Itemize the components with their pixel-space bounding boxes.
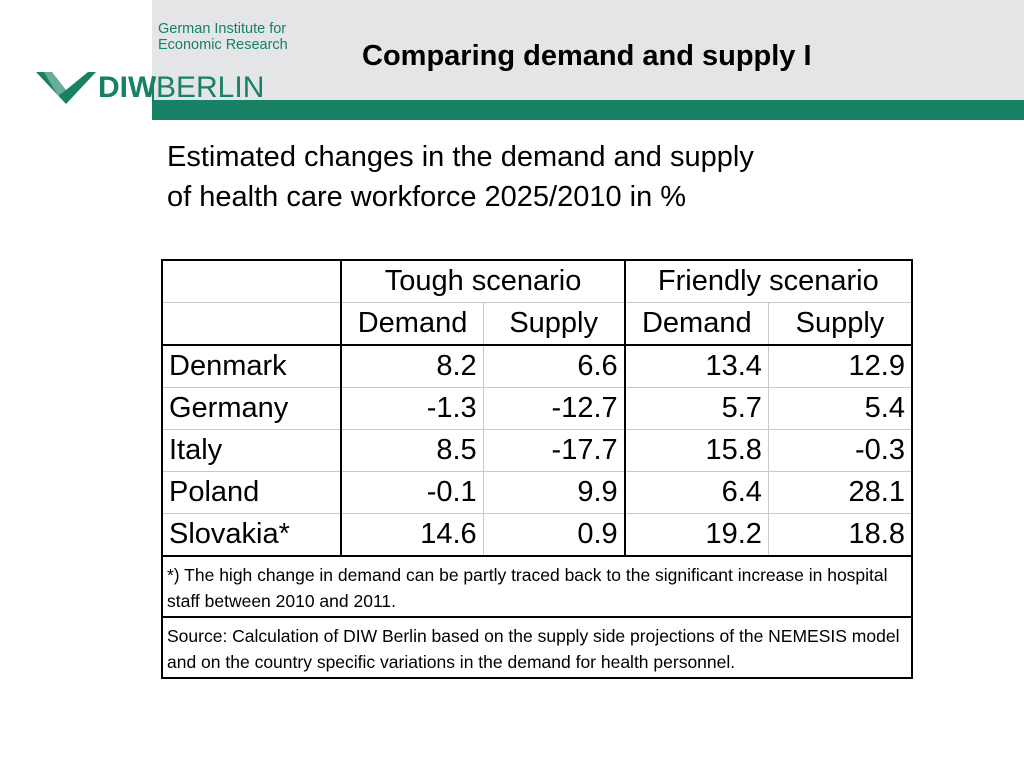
value-cell: 28.1 xyxy=(767,471,913,514)
institute-name-line1: German Institute for xyxy=(158,21,287,37)
value-cell: 13.4 xyxy=(624,344,769,388)
col-header-tough-demand: Demand xyxy=(340,302,484,346)
table-row: Italy 8.5 -17.7 15.8 -0.3 xyxy=(161,429,913,472)
value-cell: -0.1 xyxy=(340,471,484,514)
value-cell: 5.7 xyxy=(624,387,769,430)
col-header-friendly-supply: Supply xyxy=(767,302,913,346)
value-cell: 5.4 xyxy=(767,387,913,430)
logo-area xyxy=(0,0,152,120)
table-row: Denmark 8.2 6.6 13.4 12.9 xyxy=(161,344,913,388)
institute-name-line2: Economic Research xyxy=(158,37,288,53)
institute-name: German Institute for Economic Research xyxy=(158,21,288,53)
group-header-friendly: Friendly scenario xyxy=(624,259,913,303)
value-cell: -0.3 xyxy=(767,429,913,472)
value-cell: -17.7 xyxy=(482,429,626,472)
subtitle-line1: Estimated changes in the demand and supp… xyxy=(167,141,754,173)
value-cell: 18.8 xyxy=(767,513,913,557)
country-cell: Italy xyxy=(161,429,343,472)
group-header-tough: Tough scenario xyxy=(340,259,626,303)
value-cell: 9.9 xyxy=(482,471,626,514)
value-cell: 14.6 xyxy=(340,513,484,557)
diw-logo: DIW BERLIN xyxy=(36,70,264,106)
diw-check-icon xyxy=(36,72,96,104)
title-band xyxy=(152,0,1024,100)
logo-divider xyxy=(152,76,154,106)
logo-diw-text: DIW xyxy=(98,71,157,104)
value-cell: 6.4 xyxy=(624,471,769,514)
value-cell: 0.9 xyxy=(482,513,626,557)
col-header-tough-supply: Supply xyxy=(482,302,626,346)
table-row: Poland -0.1 9.9 6.4 28.1 xyxy=(161,471,913,514)
table-row: Slovakia* 14.6 0.9 19.2 18.8 xyxy=(161,513,913,557)
value-cell: 8.2 xyxy=(340,344,484,388)
corner-cell xyxy=(161,302,343,346)
table-row: Germany -1.3 -12.7 5.7 5.4 xyxy=(161,387,913,430)
value-cell: 19.2 xyxy=(624,513,769,557)
value-cell: 12.9 xyxy=(767,344,913,388)
value-cell: 6.6 xyxy=(482,344,626,388)
table-source-note: Source: Calculation of DIW Berlin based … xyxy=(161,616,913,679)
col-header-friendly-demand: Demand xyxy=(624,302,769,346)
logo-berlin-text: BERLIN xyxy=(156,71,265,104)
corner-cell xyxy=(161,259,343,303)
country-cell: Denmark xyxy=(161,344,343,388)
country-cell: Germany xyxy=(161,387,343,430)
value-cell: -1.3 xyxy=(340,387,484,430)
country-cell: Poland xyxy=(161,471,343,514)
country-cell: Slovakia* xyxy=(161,513,343,557)
accent-bar xyxy=(152,100,1024,120)
slide-title: Comparing demand and supply I xyxy=(362,40,812,72)
table-footnote: *) The high change in demand can be part… xyxy=(161,555,913,618)
value-cell: 8.5 xyxy=(340,429,484,472)
value-cell: -12.7 xyxy=(482,387,626,430)
workforce-table: Tough scenario Friendly scenario Demand … xyxy=(161,259,913,679)
subtitle-line2: of health care workforce 2025/2010 in % xyxy=(167,181,687,213)
value-cell: 15.8 xyxy=(624,429,769,472)
slide-subtitle: Estimated changes in the demand and supp… xyxy=(167,137,754,217)
